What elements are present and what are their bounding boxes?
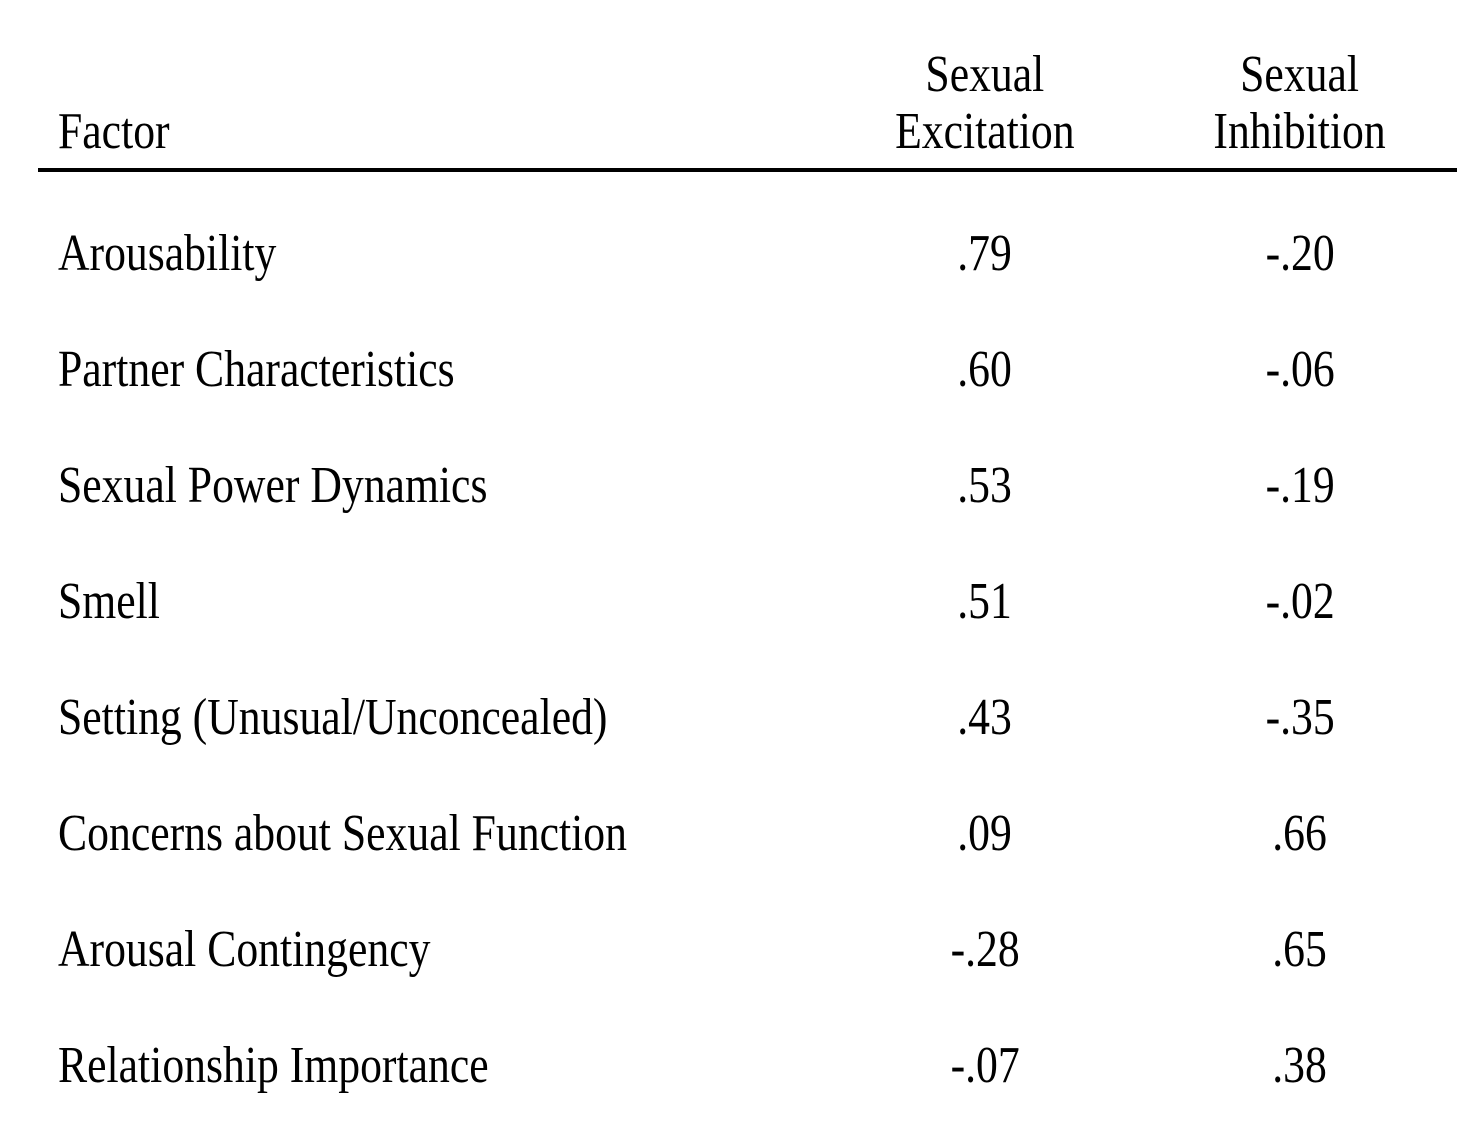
column-header-factor-label: Factor: [58, 103, 170, 161]
table-row: Smell .51 -.02: [38, 543, 1457, 659]
inhibition-value: .65: [1272, 920, 1328, 978]
table-row: Arousability .79 -.20: [38, 195, 1457, 311]
column-header-sexual-inhibition: Sexual Inhibition: [1142, 46, 1457, 160]
table-row: Sexual Power Dynamics .53 -.19: [38, 427, 1457, 543]
table-body: Arousability .79 -.20 Partner Characteri…: [38, 172, 1457, 1123]
table-row: Setting (Unusual/Unconcealed) .43 -.35: [38, 659, 1457, 775]
factor-label: Smell: [58, 572, 160, 630]
inhibition-value: -.19: [1265, 456, 1335, 514]
inhibition-cell: -.02: [1142, 572, 1457, 631]
inhibition-cell: -.19: [1142, 456, 1457, 515]
inhibition-cell: .65: [1142, 920, 1457, 979]
inhibition-cell: .38: [1142, 1036, 1457, 1095]
table-row: Concerns about Sexual Function .09 .66: [38, 775, 1457, 891]
factor-cell: Sexual Power Dynamics: [38, 456, 827, 515]
factor-label: Relationship Importance: [58, 1036, 489, 1094]
factor-label: Arousability: [58, 224, 277, 282]
column-header-sexual-excitation-label: Sexual Excitation: [894, 46, 1075, 161]
factor-loadings-table: Factor Sexual Excitation Sexual Inhibiti…: [38, 0, 1457, 1123]
inhibition-value: .66: [1272, 804, 1328, 862]
excitation-value: .09: [957, 804, 1013, 862]
inhibition-cell: .66: [1142, 804, 1457, 863]
excitation-cell: .51: [827, 572, 1142, 631]
excitation-value: .79: [957, 224, 1013, 282]
column-header-sexual-inhibition-label: Sexual Inhibition: [1213, 46, 1386, 161]
inhibition-cell: -.06: [1142, 340, 1457, 399]
inhibition-cell: -.35: [1142, 688, 1457, 747]
table-header-row: Factor Sexual Excitation Sexual Inhibiti…: [38, 0, 1457, 173]
inhibition-cell: -.20: [1142, 224, 1457, 283]
table-row: Partner Characteristics .60 -.06: [38, 311, 1457, 427]
excitation-cell: .53: [827, 456, 1142, 515]
factor-label: Partner Characteristics: [58, 340, 455, 398]
excitation-cell: .60: [827, 340, 1142, 399]
excitation-cell: -.28: [827, 920, 1142, 979]
inhibition-value: -.35: [1265, 688, 1335, 746]
factor-cell: Setting (Unusual/Unconcealed): [38, 688, 827, 747]
factor-cell: Relationship Importance: [38, 1036, 827, 1095]
excitation-cell: .43: [827, 688, 1142, 747]
excitation-value: .51: [957, 572, 1013, 630]
factor-label: Sexual Power Dynamics: [58, 456, 488, 514]
excitation-value: .53: [957, 456, 1013, 514]
factor-cell: Arousal Contingency: [38, 920, 827, 979]
factor-label: Arousal Contingency: [58, 920, 431, 978]
excitation-value: .43: [957, 688, 1013, 746]
column-header-factor: Factor: [38, 103, 827, 160]
factor-label: Concerns about Sexual Function: [58, 804, 627, 862]
factor-cell: Partner Characteristics: [38, 340, 827, 399]
table-row: Relationship Importance -.07 .38: [38, 1007, 1457, 1123]
excitation-cell: -.07: [827, 1036, 1142, 1095]
excitation-value: -.28: [950, 920, 1020, 978]
table-row: Arousal Contingency -.28 .65: [38, 891, 1457, 1007]
excitation-value: .60: [957, 340, 1013, 398]
inhibition-value: -.20: [1265, 224, 1335, 282]
excitation-cell: .79: [827, 224, 1142, 283]
excitation-cell: .09: [827, 804, 1142, 863]
inhibition-value: -.06: [1265, 340, 1335, 398]
factor-cell: Arousability: [38, 224, 827, 283]
inhibition-value: -.02: [1265, 572, 1335, 630]
factor-label: Setting (Unusual/Unconcealed): [58, 688, 608, 746]
excitation-value: -.07: [950, 1036, 1020, 1094]
inhibition-value: .38: [1272, 1036, 1328, 1094]
column-header-sexual-excitation: Sexual Excitation: [827, 46, 1142, 160]
factor-cell: Concerns about Sexual Function: [38, 804, 827, 863]
factor-cell: Smell: [38, 572, 827, 631]
